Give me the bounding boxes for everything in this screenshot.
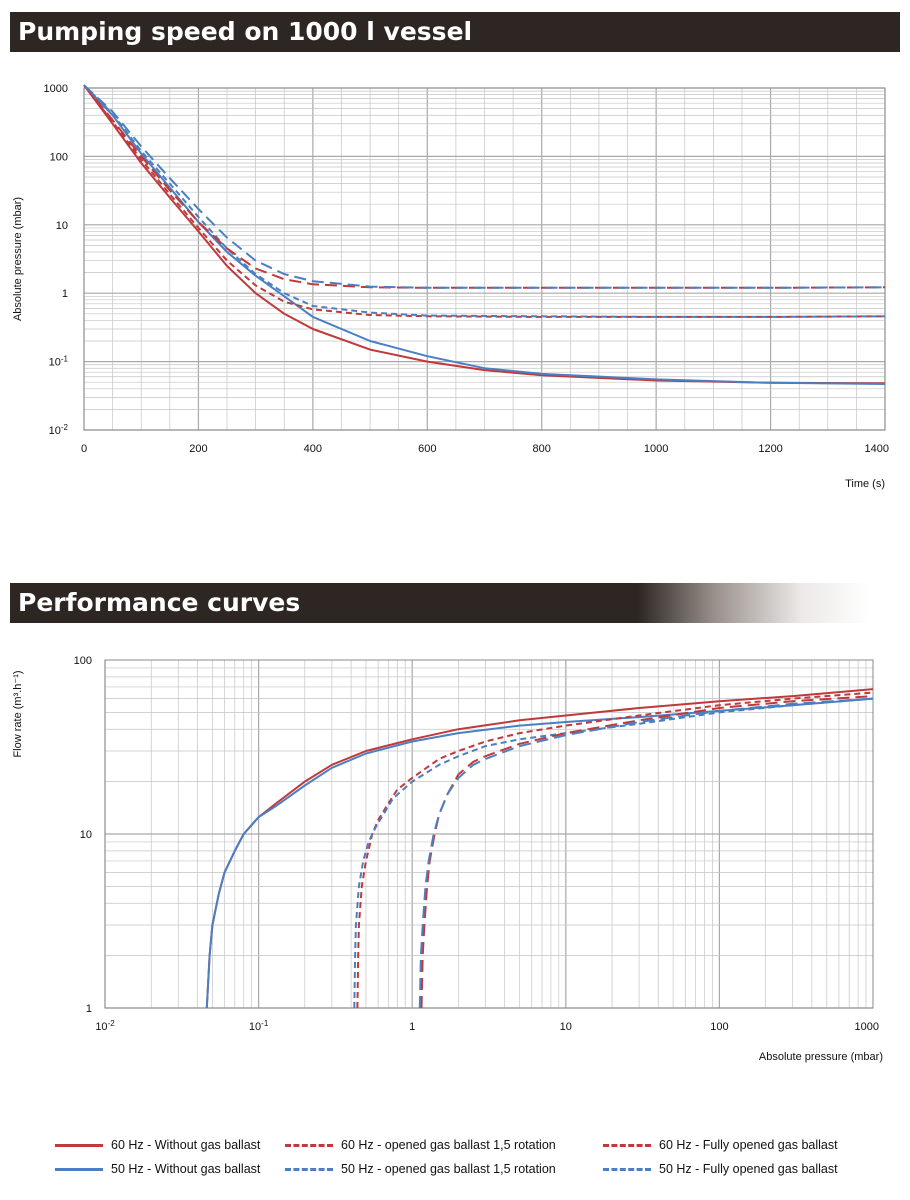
series-line bbox=[83, 84, 886, 385]
x-tick-label: 600 bbox=[418, 443, 436, 455]
y-tick-label: 10-1 bbox=[49, 354, 69, 369]
series-line bbox=[353, 697, 874, 1009]
y-tick-label: 1000 bbox=[44, 83, 68, 95]
legend-label: 50 Hz - opened gas ballast 1,5 rotation bbox=[341, 1162, 556, 1176]
y-axis-label: Flow rate (m³.h⁻¹) bbox=[12, 670, 24, 757]
pumping-speed-chart: 0 200 400 600 800 1000 1200 1400 10-2 10-1 1 10 100 1… bbox=[12, 83, 889, 490]
legend-swatch bbox=[603, 1143, 651, 1147]
series-line bbox=[356, 691, 874, 1009]
legend-label: 60 Hz - Without gas ballast bbox=[111, 1138, 261, 1152]
plot-frame bbox=[83, 87, 886, 431]
series-line bbox=[205, 688, 874, 1009]
y-tick-label: 1 bbox=[86, 1003, 92, 1015]
x-tick-label: 10-2 bbox=[95, 1019, 115, 1034]
x-tick-label: 800 bbox=[533, 443, 551, 455]
series-line bbox=[83, 84, 886, 318]
legend-swatch bbox=[285, 1143, 333, 1147]
series-line bbox=[205, 697, 874, 1009]
y-tick-label: 1 bbox=[62, 288, 68, 300]
legend-label: 60 Hz - opened gas ballast 1,5 rotation bbox=[341, 1138, 556, 1152]
legend-label: 60 Hz - Fully opened gas ballast bbox=[659, 1138, 838, 1152]
legend-swatch bbox=[285, 1167, 333, 1171]
legend-item: 50 Hz - Fully opened gas ballast bbox=[603, 1160, 838, 1178]
y-tick-label: 10 bbox=[56, 220, 68, 232]
legend-label: 50 Hz - Fully opened gas ballast bbox=[659, 1162, 838, 1176]
x-tick-label: 1000 bbox=[855, 1021, 879, 1033]
y-tick-label: 100 bbox=[50, 151, 68, 163]
legend-item: 60 Hz - Fully opened gas ballast bbox=[603, 1136, 838, 1154]
series-line bbox=[418, 697, 874, 1009]
x-axis-label: Absolute pressure (mbar) bbox=[759, 1051, 883, 1063]
legend-item: 60 Hz - opened gas ballast 1,5 rotation bbox=[285, 1136, 556, 1154]
series-line bbox=[420, 695, 874, 1009]
chart-legend: 60 Hz - Without gas ballast 50 Hz - With… bbox=[55, 1136, 885, 1180]
y-tick-label: 100 bbox=[74, 655, 92, 667]
x-tick-label: 0 bbox=[81, 443, 87, 455]
x-tick-label: 10-1 bbox=[249, 1019, 269, 1034]
series-line bbox=[83, 84, 886, 385]
y-axis-label: Absolute pressure (mbar) bbox=[12, 197, 24, 321]
x-tick-label: 400 bbox=[304, 443, 322, 455]
legend-label: 50 Hz - Without gas ballast bbox=[111, 1162, 261, 1176]
x-tick-label: 1 bbox=[409, 1021, 415, 1033]
y-tick-label: 10-2 bbox=[49, 423, 69, 438]
x-tick-label: 10 bbox=[560, 1021, 572, 1033]
legend-swatch bbox=[603, 1167, 651, 1171]
legend-item: 50 Hz - opened gas ballast 1,5 rotation bbox=[285, 1160, 556, 1178]
section-title-performance-curves: Performance curves bbox=[10, 583, 870, 623]
charts-canvas: 0 200 400 600 800 1000 1200 140010-210-11101001… bbox=[12, 83, 889, 1063]
y-tick-label: 10 bbox=[80, 829, 92, 841]
legend-item: 60 Hz - Without gas ballast bbox=[55, 1136, 260, 1154]
x-tick-label: 1400 bbox=[865, 443, 889, 455]
legend-swatch bbox=[55, 1167, 103, 1171]
series-line bbox=[83, 84, 886, 289]
x-tick-label: 100 bbox=[710, 1021, 728, 1033]
performance-curves-chart: 10-2 10-1 1 10 100 1000 1 10 100 Flow rate (m³.h⁻… bbox=[12, 655, 883, 1063]
section-title-pumping-speed: Pumping speed on 1000 l vessel bbox=[10, 12, 900, 52]
legend-swatch bbox=[55, 1143, 103, 1147]
legend-item: 50 Hz - Without gas ballast bbox=[55, 1160, 260, 1178]
plot-frame bbox=[104, 659, 874, 1009]
x-tick-label: 200 bbox=[189, 443, 207, 455]
series-line bbox=[83, 84, 886, 318]
x-axis-label: Time (s) bbox=[845, 478, 885, 490]
x-tick-label: 1200 bbox=[758, 443, 782, 455]
x-tick-label: 1000 bbox=[644, 443, 668, 455]
